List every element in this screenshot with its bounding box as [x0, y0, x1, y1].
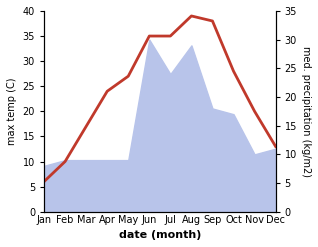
Y-axis label: med. precipitation (kg/m2): med. precipitation (kg/m2) — [301, 46, 311, 177]
Y-axis label: max temp (C): max temp (C) — [7, 78, 17, 145]
X-axis label: date (month): date (month) — [119, 230, 201, 240]
